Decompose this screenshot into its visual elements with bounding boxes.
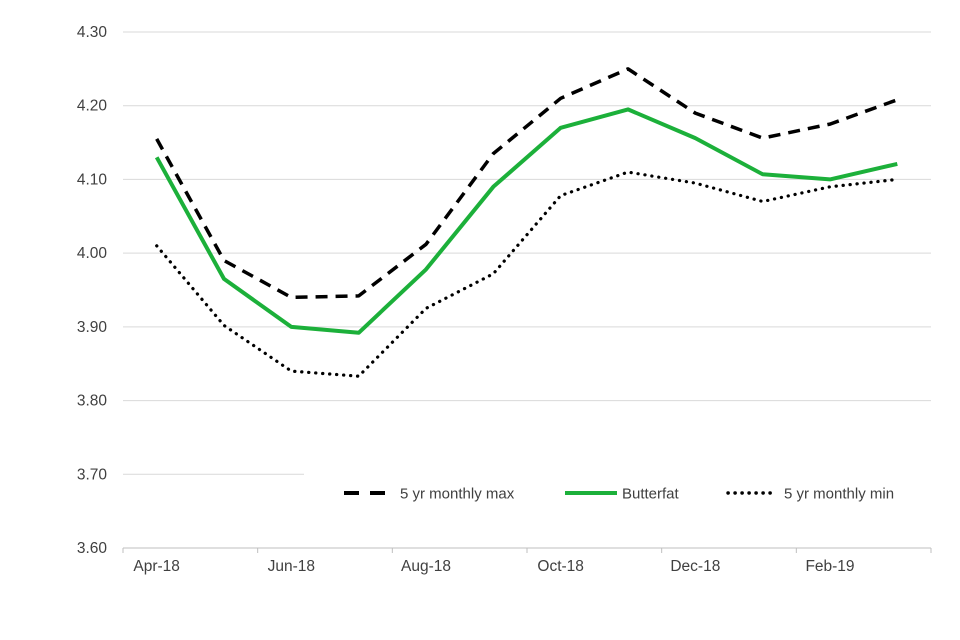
x-axis-tick-label: Jun-18 — [268, 558, 315, 575]
series-line-5-yr-monthly-min — [155, 170, 899, 378]
legend-label-5-yr-monthly-min: 5 yr monthly min — [784, 486, 894, 503]
x-axis-tick-label: Feb-19 — [805, 558, 854, 575]
y-axis-tick-label: 3.70 — [77, 466, 108, 483]
x-axis-tick-label: Dec-18 — [670, 558, 720, 575]
y-axis-tick-label: 3.80 — [77, 393, 108, 410]
series-line-butterfat — [154, 107, 898, 335]
series-line-5-yr-monthly-max — [155, 67, 898, 300]
legend-background — [304, 468, 938, 518]
y-axis-tick-label: 4.00 — [77, 245, 108, 262]
y-axis-tick-label: 3.60 — [77, 540, 108, 557]
legend-label-butterfat: Butterfat — [622, 486, 680, 503]
legend-label-5-yr-monthly-max: 5 yr monthly max — [400, 486, 515, 503]
y-axis-tick-label: 4.20 — [77, 98, 108, 115]
x-axis-tick-label: Apr-18 — [133, 558, 180, 575]
y-axis-tick-label: 4.10 — [77, 171, 108, 188]
x-axis-tick-label: Aug-18 — [401, 558, 451, 575]
y-axis-tick-label: 3.90 — [77, 319, 108, 336]
y-axis-tick-label: 4.30 — [77, 24, 108, 41]
x-axis-tick-label: Oct-18 — [537, 558, 584, 575]
